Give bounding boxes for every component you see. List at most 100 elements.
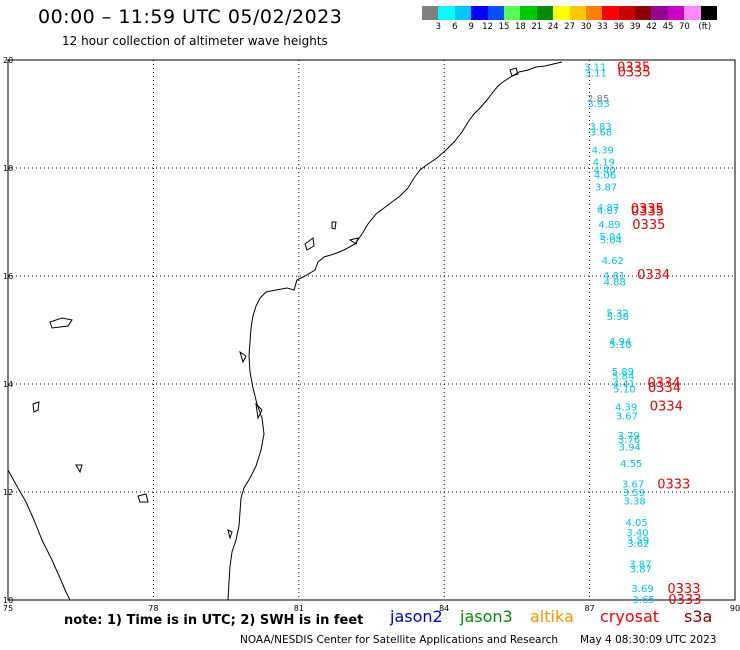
- page-subtitle: 12 hour collection of altimeter wave hei…: [62, 34, 328, 48]
- color-scale-box: [618, 6, 636, 20]
- color-scale-box: [569, 6, 586, 20]
- swh-label: 5.04: [599, 232, 621, 243]
- color-scale-box: [471, 6, 488, 20]
- island-small-6: [32, 401, 40, 413]
- swh-label: 3.40: [626, 528, 648, 539]
- swh-label: 5.10: [613, 384, 635, 395]
- island-small-10: [227, 529, 233, 540]
- legend-item-s3a: s3a: [684, 607, 713, 626]
- swh-label: 4.87: [597, 203, 619, 214]
- time-label: 0333: [657, 477, 690, 492]
- color-scale-label: 42: [646, 22, 658, 32]
- time-label: 0335: [632, 218, 665, 233]
- swh-label: 3.79: [618, 431, 640, 442]
- color-scale-box: [536, 6, 554, 20]
- swh-label: 4.89: [598, 220, 620, 231]
- swh-label: 3.67: [616, 411, 638, 422]
- swh-label: 5.38: [607, 312, 629, 323]
- legend-item-cryosat: cryosat: [600, 607, 660, 626]
- time-label: 0333: [667, 582, 700, 597]
- color-scale-label: 15: [498, 22, 510, 32]
- lat-label: 14: [3, 380, 13, 389]
- time-labels: 0335033503350335033503340334033403340333…: [617, 60, 701, 607]
- island-small-11: [509, 67, 519, 77]
- color-scale-boxes: [422, 6, 718, 20]
- color-scale-box: [635, 6, 652, 20]
- color-scale-label: 27: [564, 22, 576, 32]
- page-title: 00:00 – 11:59 UTC 05/02/2023: [38, 6, 343, 28]
- swh-label: 4.05: [625, 518, 647, 529]
- lon-label: 78: [148, 604, 158, 613]
- lat-label: 18: [3, 164, 13, 173]
- lon-label: 84: [439, 604, 449, 613]
- lon-label: 87: [585, 604, 595, 613]
- time-label: 0335: [631, 202, 664, 217]
- island-small-5: [239, 350, 247, 364]
- lon-label: 75: [3, 604, 13, 613]
- footer-credit: NOAA/NESDIS Center for Satellite Applica…: [240, 634, 558, 646]
- swh-label: 3.68: [590, 127, 612, 138]
- lon-label: 90: [730, 604, 740, 613]
- swh-label: 3.67: [622, 479, 644, 490]
- color-scale-label: 70: [678, 22, 690, 32]
- swh-label: 3.11: [584, 62, 606, 73]
- swh-label: 4.88: [604, 277, 626, 288]
- swh-label: 4.06: [594, 170, 616, 181]
- color-scale-label: 12: [482, 22, 494, 32]
- time-label: 0334: [648, 381, 681, 396]
- color-scale-label: 36: [613, 22, 625, 32]
- color-scale-label: 6: [452, 22, 458, 32]
- lat-label: 10: [3, 596, 13, 605]
- swh-label: 3.59: [627, 536, 649, 547]
- lon-label: 81: [294, 604, 304, 613]
- island-small-7: [75, 464, 83, 474]
- footer-note: note: 1) Time is in UTC; 2) SWH is in fe…: [64, 613, 364, 628]
- color-scale-box: [602, 6, 619, 20]
- time-label: 0335: [631, 205, 664, 220]
- swh-label: 3.38: [623, 497, 645, 508]
- color-scale-label: 18: [514, 22, 526, 32]
- color-scale-label: 21: [531, 22, 543, 32]
- swh-label: 3.76: [618, 435, 640, 446]
- swh-label: 3.65: [632, 595, 654, 606]
- time-label: 0334: [650, 400, 683, 415]
- island-small-3: [348, 237, 359, 245]
- swh-label: 4.41: [613, 379, 635, 390]
- swh-label: 4.39: [592, 146, 614, 157]
- lat-label: 20: [3, 56, 13, 65]
- color-scale-box: [553, 6, 570, 20]
- color-scale-label: 30: [580, 22, 592, 32]
- lat-label: 16: [3, 272, 13, 281]
- legend-item-jason2: jason2: [390, 607, 443, 626]
- swh-label: 3.83: [589, 122, 611, 133]
- color-scale-box: [684, 6, 701, 20]
- color-scale-box: [520, 6, 537, 20]
- color-scale-box: [422, 6, 439, 20]
- swh-label: 4.94: [609, 337, 631, 348]
- swh-label: 3.69: [631, 584, 653, 595]
- time-label: 0333: [668, 593, 701, 608]
- color-scale-box: [487, 6, 504, 20]
- lat-label: 12: [3, 488, 13, 497]
- legend-item-jason3: jason3: [460, 607, 513, 626]
- swh-label: 2.85: [587, 94, 609, 105]
- island-small-9: [255, 402, 263, 420]
- island-small-8: [137, 493, 149, 503]
- color-scale-label: 33: [596, 22, 608, 32]
- swh-label: 5.89: [612, 367, 634, 378]
- longitude-labels: 75 78 81 84 87 90: [3, 604, 740, 613]
- latitude-labels: 20 18 16 14 12 10: [3, 56, 13, 605]
- color-scale-box: [667, 6, 685, 20]
- color-scale-label: 45: [662, 22, 674, 32]
- time-label: 0335: [618, 65, 651, 80]
- color-scale-label: 24: [547, 22, 559, 32]
- swh-label: 3.87: [629, 559, 651, 570]
- swh-label: 3.87: [595, 182, 617, 193]
- swh-label: 3.87: [630, 565, 652, 576]
- footer-generated-time: May 4 08:30:09 UTC 2023: [580, 634, 717, 646]
- swh-label: 3.59: [623, 488, 645, 499]
- swh-label: 5.84: [612, 371, 634, 382]
- color-scale-labels: 3 6 9 12 15 18 21 24 27 30 33 36 39 42 45 70 (ft): [422, 20, 717, 34]
- swh-label: 4.62: [602, 256, 624, 267]
